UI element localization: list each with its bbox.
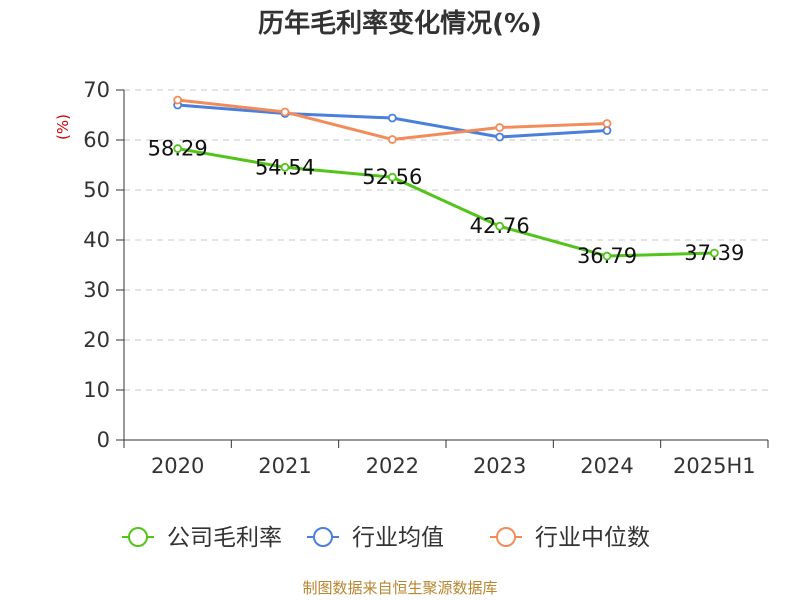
data-point bbox=[173, 144, 183, 153]
y-tick-label: 40 bbox=[83, 228, 110, 252]
data-point bbox=[173, 95, 183, 105]
data-point bbox=[709, 248, 719, 258]
data-point bbox=[602, 119, 612, 128]
y-tick-label: 0 bbox=[97, 428, 110, 452]
legend-marker bbox=[128, 527, 148, 547]
data-label: 54.54 bbox=[255, 155, 315, 179]
legend-label: 行业均值 bbox=[352, 525, 444, 551]
chart-title: 历年毛利率变化情况(%) bbox=[258, 8, 542, 39]
x-tick-label: 2023 bbox=[473, 454, 526, 478]
data-point bbox=[602, 126, 612, 135]
y-tick-label: 30 bbox=[83, 278, 110, 302]
source-note: 制图数据来自恒生聚源数据库 bbox=[302, 579, 497, 597]
data-point bbox=[387, 172, 397, 182]
y-tick-label: 20 bbox=[83, 328, 110, 352]
data-label: 52.56 bbox=[362, 165, 422, 189]
data-point bbox=[495, 132, 505, 142]
data-point bbox=[387, 113, 397, 123]
data-point bbox=[495, 123, 505, 132]
x-tick-label: 2021 bbox=[258, 454, 311, 478]
data-label: 36.79 bbox=[577, 244, 637, 268]
data-point bbox=[495, 221, 505, 231]
y-axis-label: (%) bbox=[54, 114, 72, 140]
data-label: 37.39 bbox=[684, 241, 744, 265]
x-tick-label: 2022 bbox=[366, 454, 419, 478]
y-tick-label: 70 bbox=[83, 78, 110, 102]
legend-marker bbox=[496, 527, 516, 547]
x-tick-label: 2024 bbox=[580, 454, 633, 478]
series-lines: 58.29 54.54 52.56 42.76 36.79 37.39 bbox=[148, 95, 744, 268]
series-line-0 bbox=[177, 147, 715, 258]
y-tick-label: 50 bbox=[83, 178, 110, 202]
legend-marker bbox=[313, 527, 333, 547]
data-point bbox=[280, 107, 290, 117]
data-label: 42.76 bbox=[470, 214, 530, 238]
y-tick-label: 10 bbox=[83, 378, 110, 402]
gridlines bbox=[124, 89, 768, 391]
data-point bbox=[602, 251, 612, 261]
x-tick-label: 2020 bbox=[151, 454, 204, 478]
legend[interactable]: 公司毛利率 行业均值 行业中位数 bbox=[122, 525, 650, 551]
x-tick-label: 2025H1 bbox=[673, 454, 756, 478]
data-label: 58.29 bbox=[148, 137, 208, 161]
legend-label: 行业中位数 bbox=[535, 525, 650, 551]
data-point bbox=[280, 162, 290, 172]
y-tick-label: 60 bbox=[83, 128, 110, 152]
legend-label: 公司毛利率 bbox=[167, 525, 282, 551]
axes: 0 10 20 30 40 50 60 70 2020 2021 2022 2023 2024 2025H… bbox=[83, 78, 769, 478]
data-point bbox=[387, 135, 397, 144]
